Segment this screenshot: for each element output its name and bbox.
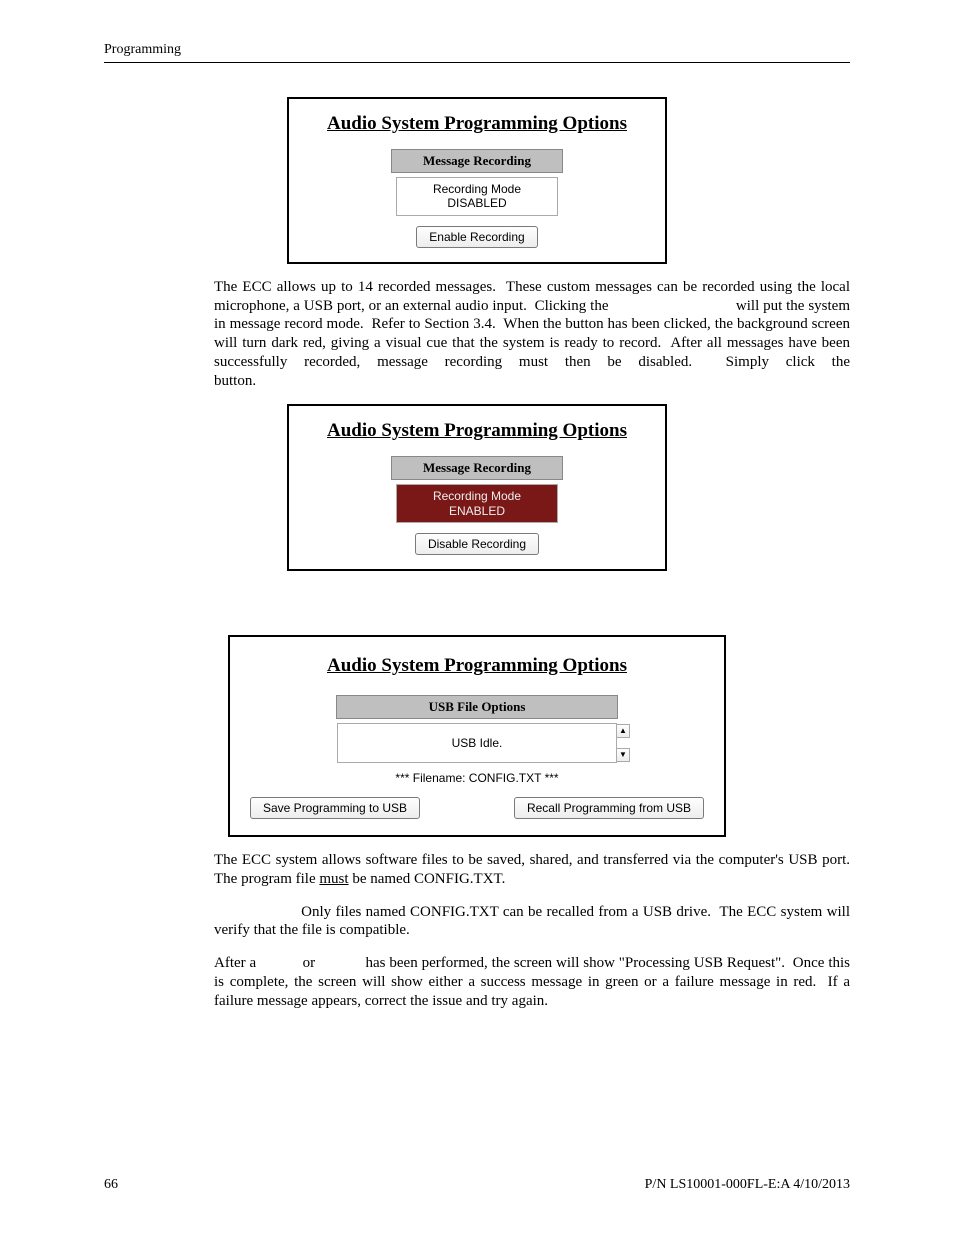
- para2-must: must: [319, 871, 348, 887]
- scroll-down-icon[interactable]: ▼: [616, 748, 630, 762]
- panel-recording-disabled: Audio System Programming Options Message…: [287, 97, 667, 264]
- panel1-mode-line1: Recording Mode: [433, 182, 521, 196]
- scroll-up-icon[interactable]: ▲: [616, 724, 630, 738]
- panel2-bar: Message Recording: [391, 456, 563, 480]
- running-head: Programming: [104, 42, 850, 63]
- panel1-mode-box: Recording Mode DISABLED: [396, 177, 558, 216]
- panel1-title: Audio System Programming Options: [289, 113, 665, 135]
- save-programming-button[interactable]: Save Programming to USB: [250, 797, 420, 819]
- para2-b: be named CONFIG.TXT.: [349, 871, 506, 887]
- para2-a: The ECC system allows software files to …: [214, 852, 850, 887]
- paragraph-3: Only files named CONFIG.TXT can be recal…: [214, 903, 850, 941]
- usb-filename: *** Filename: CONFIG.TXT ***: [242, 771, 712, 785]
- panel-usb-options: Audio System Programming Options USB Fil…: [228, 635, 726, 837]
- paragraph-1: The ECC allows up to 14 recorded message…: [214, 278, 850, 391]
- paragraph-4: After a or has been performed, the scree…: [214, 954, 850, 1010]
- panel-recording-enabled: Audio System Programming Options Message…: [287, 404, 667, 571]
- panel2-mode-box: Recording Mode ENABLED: [396, 484, 558, 523]
- panel3-bar: USB File Options: [336, 695, 618, 719]
- page-number: 66: [104, 1177, 118, 1193]
- panel2-mode-line2: ENABLED: [449, 504, 505, 518]
- recall-programming-button[interactable]: Recall Programming from USB: [514, 797, 704, 819]
- disable-recording-button[interactable]: Disable Recording: [415, 533, 539, 555]
- usb-status-text: USB Idle.: [452, 736, 503, 750]
- panel3-title: Audio System Programming Options: [242, 655, 712, 677]
- panel1-mode-line2: DISABLED: [447, 196, 506, 210]
- paragraph-2: The ECC system allows software files to …: [214, 851, 850, 889]
- usb-status-box: USB Idle. ▲ ▼: [337, 723, 617, 763]
- part-number: P/N LS10001-000FL-E:A 4/10/2013: [645, 1177, 850, 1193]
- panel2-mode-line1: Recording Mode: [433, 489, 521, 503]
- panel1-bar: Message Recording: [391, 149, 563, 173]
- enable-recording-button[interactable]: Enable Recording: [416, 226, 537, 248]
- panel2-title: Audio System Programming Options: [289, 420, 665, 442]
